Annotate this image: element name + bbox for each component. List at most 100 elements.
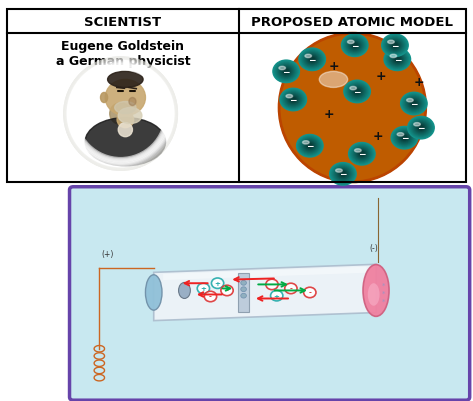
Ellipse shape — [304, 59, 401, 157]
Circle shape — [337, 169, 349, 180]
Text: +: + — [274, 293, 280, 299]
Circle shape — [347, 83, 368, 101]
Ellipse shape — [100, 93, 108, 103]
Ellipse shape — [105, 80, 146, 116]
Text: +: + — [201, 286, 206, 292]
Circle shape — [305, 54, 319, 66]
Circle shape — [409, 100, 419, 109]
Ellipse shape — [302, 58, 403, 159]
Circle shape — [352, 88, 362, 97]
Circle shape — [403, 95, 424, 113]
Circle shape — [414, 122, 428, 134]
Circle shape — [287, 95, 299, 105]
Circle shape — [285, 93, 301, 107]
Circle shape — [330, 163, 356, 186]
Circle shape — [275, 63, 298, 82]
Circle shape — [298, 136, 322, 157]
Circle shape — [288, 96, 298, 105]
Circle shape — [291, 99, 295, 102]
Ellipse shape — [117, 112, 134, 128]
Circle shape — [387, 51, 408, 69]
Circle shape — [350, 43, 359, 50]
Circle shape — [408, 99, 420, 109]
Ellipse shape — [110, 103, 131, 125]
Circle shape — [280, 89, 307, 111]
Circle shape — [307, 56, 317, 65]
Circle shape — [306, 55, 318, 65]
Circle shape — [392, 44, 398, 49]
Circle shape — [360, 153, 364, 156]
Ellipse shape — [290, 45, 415, 172]
Circle shape — [393, 129, 416, 148]
Circle shape — [419, 127, 423, 130]
Ellipse shape — [315, 70, 390, 146]
Circle shape — [274, 62, 298, 83]
Ellipse shape — [283, 38, 422, 179]
Circle shape — [284, 93, 302, 108]
Ellipse shape — [313, 69, 392, 148]
Ellipse shape — [145, 275, 162, 310]
Ellipse shape — [407, 99, 413, 103]
Ellipse shape — [363, 265, 389, 316]
Ellipse shape — [288, 43, 417, 173]
Circle shape — [384, 49, 411, 71]
Ellipse shape — [118, 108, 142, 124]
Text: -: - — [209, 294, 212, 300]
Circle shape — [211, 278, 224, 289]
Circle shape — [241, 287, 246, 292]
Circle shape — [309, 58, 315, 63]
Circle shape — [300, 50, 324, 71]
Ellipse shape — [327, 83, 377, 134]
Circle shape — [385, 50, 410, 71]
Circle shape — [221, 286, 233, 296]
Ellipse shape — [348, 41, 354, 45]
Ellipse shape — [318, 74, 386, 143]
Circle shape — [283, 91, 304, 109]
Circle shape — [341, 173, 345, 176]
Text: +: + — [215, 281, 220, 286]
Ellipse shape — [333, 88, 372, 128]
Text: *: * — [381, 290, 385, 296]
Circle shape — [346, 38, 364, 54]
Ellipse shape — [336, 92, 368, 125]
Circle shape — [359, 152, 365, 157]
Circle shape — [348, 85, 366, 100]
Text: SCIENTIST: SCIENTIST — [84, 16, 162, 28]
Circle shape — [283, 70, 289, 75]
Text: (+): (+) — [102, 250, 114, 259]
Ellipse shape — [325, 81, 379, 136]
Circle shape — [408, 117, 434, 140]
Circle shape — [277, 65, 295, 80]
Circle shape — [387, 39, 403, 53]
Circle shape — [276, 63, 297, 81]
Circle shape — [390, 54, 404, 66]
Circle shape — [282, 91, 305, 110]
Circle shape — [349, 41, 361, 51]
Circle shape — [356, 149, 368, 160]
Circle shape — [289, 97, 298, 104]
Circle shape — [405, 97, 423, 112]
Circle shape — [279, 66, 293, 78]
Circle shape — [383, 36, 407, 57]
Ellipse shape — [85, 118, 166, 166]
Circle shape — [273, 61, 299, 83]
Ellipse shape — [118, 124, 132, 138]
Ellipse shape — [390, 55, 397, 59]
Circle shape — [304, 288, 316, 298]
Ellipse shape — [307, 63, 397, 154]
Circle shape — [382, 35, 408, 57]
Ellipse shape — [115, 102, 136, 114]
FancyBboxPatch shape — [70, 187, 470, 400]
Text: *: * — [381, 298, 385, 304]
Circle shape — [393, 45, 397, 48]
Ellipse shape — [178, 283, 190, 299]
Ellipse shape — [320, 76, 385, 141]
Ellipse shape — [279, 67, 286, 71]
Circle shape — [402, 94, 426, 115]
Circle shape — [389, 41, 401, 51]
Circle shape — [410, 119, 432, 138]
Circle shape — [349, 143, 375, 166]
Circle shape — [333, 166, 353, 183]
Circle shape — [302, 140, 318, 153]
Circle shape — [303, 140, 317, 152]
